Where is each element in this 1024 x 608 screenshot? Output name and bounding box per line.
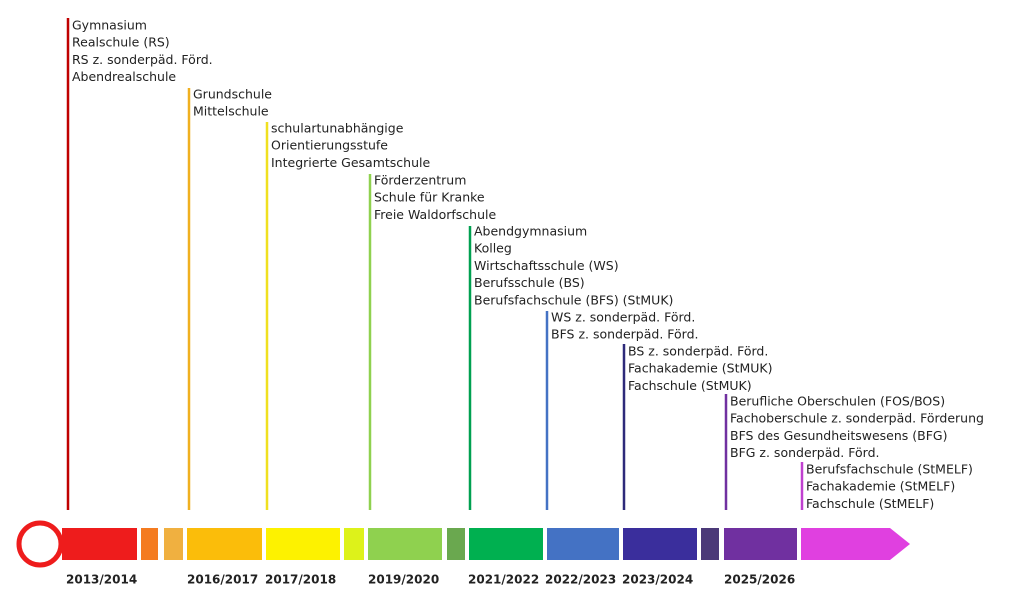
school-label: BFS des Gesundheitswesens (BFG) (730, 428, 947, 443)
school-label: Abendrealschule (72, 69, 176, 84)
school-label: Schule für Kranke (374, 190, 485, 205)
timeline-segment (141, 528, 158, 560)
timeline-arrow (801, 528, 910, 560)
school-label: Berufsschule (BS) (474, 275, 585, 290)
year-label: 2022/2023 (545, 573, 616, 587)
school-label: WS z. sonderpäd. Förd. (551, 310, 695, 325)
school-label: Realschule (RS) (72, 35, 170, 50)
school-label: Wirtschaftsschule (WS) (474, 258, 619, 273)
school-label: Orientierungsstufe (271, 138, 388, 153)
school-label: Fachschule (StMELF) (806, 496, 934, 511)
school-label: Mittelschule (193, 104, 269, 119)
school-label: BFG z. sonderpäd. Förd. (730, 445, 879, 460)
school-label: Grundschule (193, 87, 272, 102)
school-label: Abendgymnasium (474, 224, 587, 239)
school-label: Freie Waldorfschule (374, 207, 496, 222)
school-label: Fachakademie (StMELF) (806, 479, 955, 494)
school-label: Berufsfachschule (StMELF) (806, 462, 973, 477)
year-label: 2017/2018 (265, 573, 336, 587)
year-label: 2016/2017 (187, 573, 258, 587)
timeline-segment (62, 528, 137, 560)
school-label: Fachoberschule z. sonderpäd. Förderung (730, 411, 984, 426)
timeline-segment (164, 528, 183, 560)
school-label: Berufsfachschule (BFS) (StMUK) (474, 292, 673, 307)
year-label: 2025/2026 (724, 573, 795, 587)
school-label: schulartunabhängige (271, 121, 404, 136)
timeline-segment (469, 528, 543, 560)
school-label: Berufliche Oberschulen (FOS/BOS) (730, 394, 945, 409)
school-label: Förderzentrum (374, 173, 466, 188)
year-label: 2021/2022 (468, 573, 539, 587)
timeline-segment (187, 528, 262, 560)
year-label: 2019/2020 (368, 573, 439, 587)
timeline-segment (701, 528, 719, 560)
school-label: Integrierte Gesamtschule (271, 155, 430, 170)
timeline-segment (266, 528, 340, 560)
timeline-segment (547, 528, 619, 560)
timeline-segment (447, 528, 465, 560)
school-label: BS z. sonderpäd. Förd. (628, 344, 768, 359)
year-label: 2013/2014 (66, 573, 137, 587)
school-label: Fachakademie (StMUK) (628, 361, 773, 376)
school-label: RS z. sonderpäd. Förd. (72, 52, 213, 67)
timeline-segment (623, 528, 697, 560)
timeline-start (16, 520, 64, 568)
school-label: Gymnasium (72, 18, 147, 33)
school-label: Kolleg (474, 241, 512, 256)
timeline-segment (344, 528, 364, 560)
school-label: BFS z. sonderpäd. Förd. (551, 327, 699, 342)
timeline-segment (724, 528, 797, 560)
school-label: Fachschule (StMUK) (628, 378, 752, 393)
year-label: 2023/2024 (622, 573, 693, 587)
timeline-segment (368, 528, 442, 560)
